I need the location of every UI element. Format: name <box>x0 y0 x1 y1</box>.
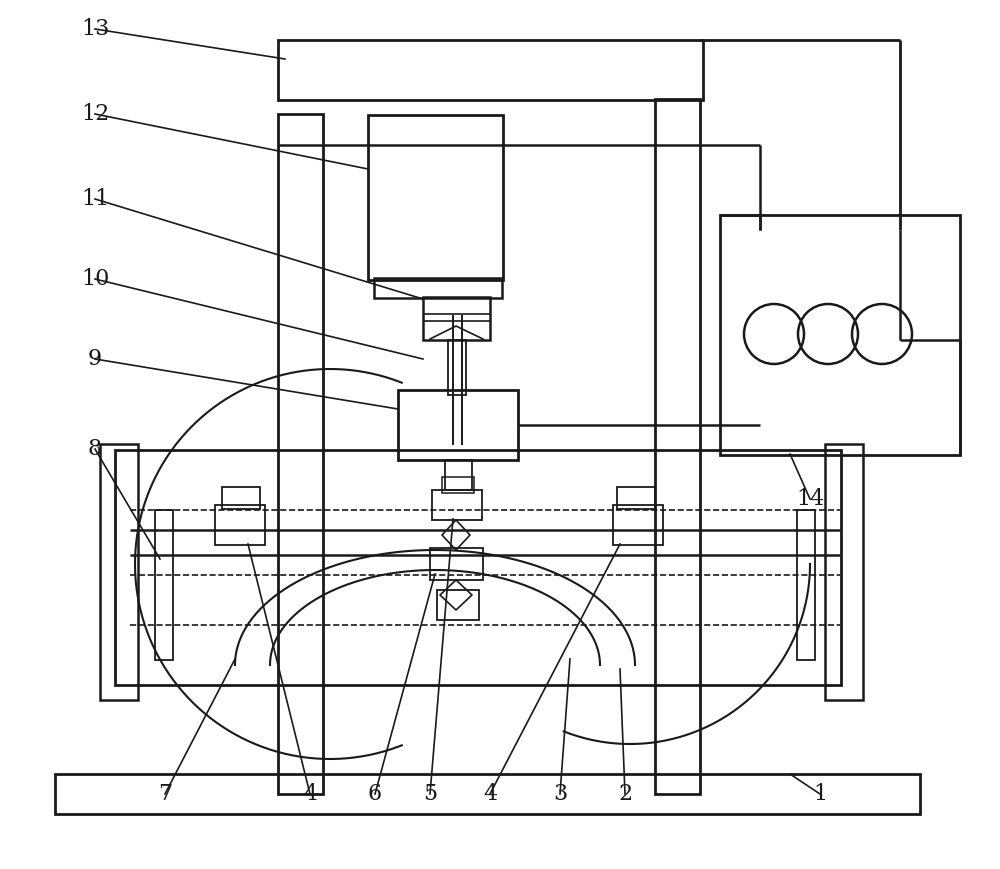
Text: 9: 9 <box>88 348 102 370</box>
Bar <box>437 590 479 620</box>
Bar <box>617 487 655 509</box>
Text: 10: 10 <box>81 268 109 290</box>
Bar <box>423 297 490 340</box>
Text: 14: 14 <box>796 488 824 510</box>
Bar <box>368 115 503 280</box>
Bar <box>100 444 138 700</box>
Bar <box>222 487 260 509</box>
Bar <box>613 505 663 545</box>
Text: 5: 5 <box>423 783 437 805</box>
Text: 1: 1 <box>813 783 827 805</box>
Bar <box>55 774 920 814</box>
Bar <box>115 450 841 685</box>
Bar <box>278 114 323 794</box>
Bar <box>215 505 265 545</box>
Bar <box>448 340 466 395</box>
Bar <box>155 510 173 660</box>
Bar <box>374 278 502 298</box>
Bar <box>442 477 474 493</box>
Bar <box>278 40 703 100</box>
Text: 2: 2 <box>618 783 632 805</box>
Bar <box>432 490 482 520</box>
Bar <box>445 460 472 490</box>
Text: 12: 12 <box>81 103 109 125</box>
Text: 4: 4 <box>303 783 317 805</box>
Text: 3: 3 <box>553 783 567 805</box>
Text: 11: 11 <box>81 188 109 210</box>
Text: 8: 8 <box>88 438 102 460</box>
Text: 4: 4 <box>483 783 497 805</box>
Bar <box>430 548 483 580</box>
Bar <box>655 99 700 794</box>
Text: 6: 6 <box>368 783 382 805</box>
Text: 7: 7 <box>158 783 172 805</box>
Bar <box>720 215 960 455</box>
Text: 13: 13 <box>81 18 109 40</box>
Bar <box>797 510 815 660</box>
Bar <box>825 444 863 700</box>
Bar <box>398 390 518 460</box>
